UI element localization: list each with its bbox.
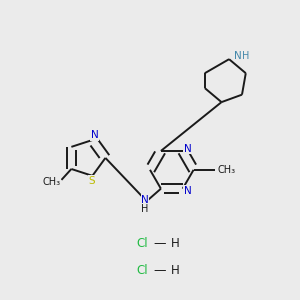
Text: N: N [141,195,149,205]
Text: Cl: Cl [136,237,148,250]
Text: CH₃: CH₃ [43,177,61,187]
Text: H: H [242,51,249,61]
Text: Cl: Cl [136,264,148,278]
Text: N: N [91,130,98,140]
Text: CH₃: CH₃ [217,165,235,175]
Text: N: N [234,51,242,61]
Text: H: H [170,264,179,278]
Text: S: S [88,176,95,186]
Text: H: H [141,203,149,214]
Text: —: — [154,264,166,278]
Text: N: N [184,186,191,196]
Text: H: H [170,237,179,250]
Text: —: — [154,237,166,250]
Text: N: N [184,144,191,154]
